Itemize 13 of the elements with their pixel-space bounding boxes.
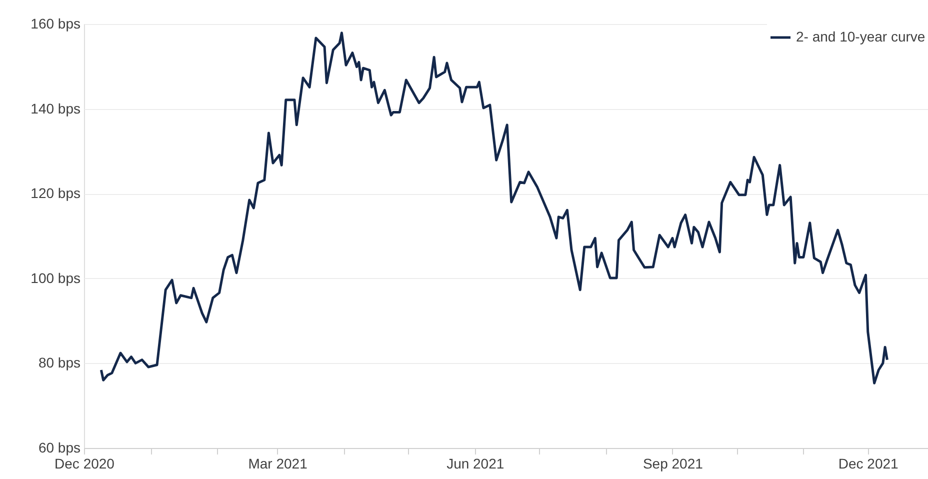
line-series: [100, 32, 888, 384]
y-tick-label: 60 bps: [38, 440, 80, 456]
y-tick-label: 120 bps: [30, 185, 80, 202]
x-tick-label: Dec 2020: [54, 456, 115, 472]
x-tick-label: Dec 2021: [838, 456, 899, 472]
legend-label: 2- and 10-year curve: [796, 28, 926, 44]
x-tick-label: Sep 2021: [642, 456, 704, 472]
y-tick-label: 100 bps: [30, 270, 80, 286]
y-tick-label: 140 bps: [30, 100, 80, 116]
y-tick-label: 80 bps: [38, 354, 80, 371]
x-tick-label: Mar 2021: [248, 456, 308, 472]
x-tick-label: Jun 2021: [446, 456, 504, 472]
y-tick-label: 160 bps: [30, 16, 80, 32]
